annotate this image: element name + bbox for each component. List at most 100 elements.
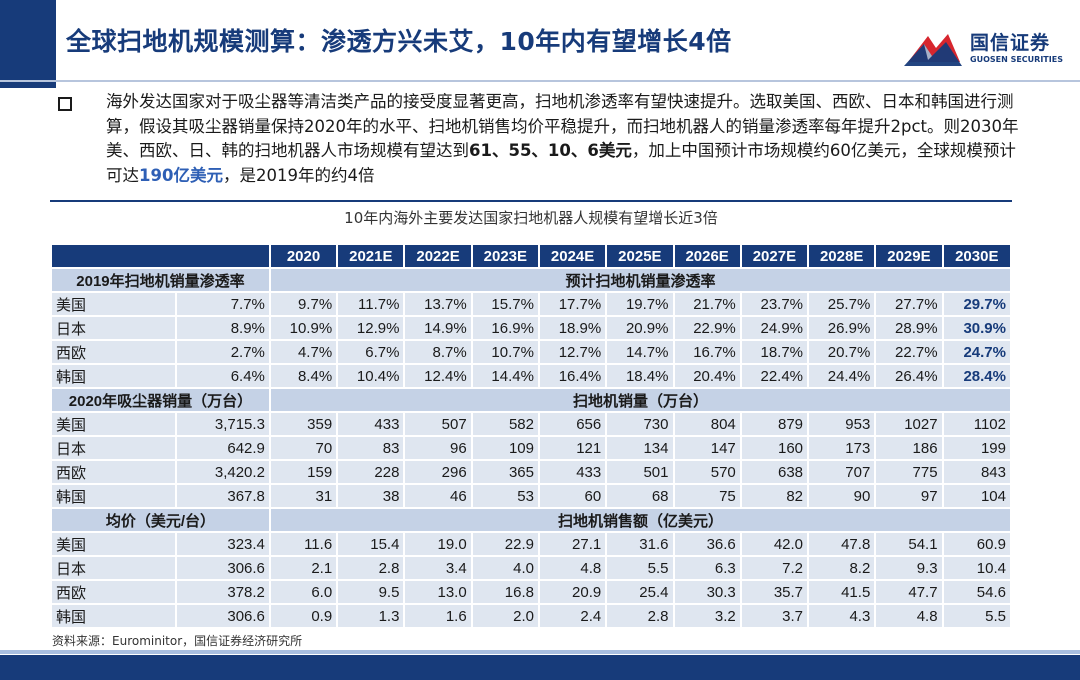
table-cell: 707 [807, 459, 877, 485]
row-label: 韩国 [50, 603, 177, 629]
row-label: 日本 [50, 555, 177, 581]
table-cell: 41.5 [807, 579, 877, 605]
table-cell: 30.3 [672, 579, 742, 605]
year-header: 2022E [403, 243, 473, 269]
table-cell: 19.0 [403, 531, 473, 557]
table-cell: 96 [403, 435, 473, 461]
table-cell: 433 [537, 459, 608, 485]
table-cell: 804 [672, 411, 742, 437]
table-cell: 16.4% [537, 363, 608, 389]
table-cell: 121 [537, 435, 608, 461]
table-cell: 4.8 [537, 555, 608, 581]
table-row: 日本 8.9% 10.9% 12.9% 14.9% 16.9% 18.9% 20.9% 22.9… [50, 315, 1013, 341]
table-cell: 24.4% [807, 363, 877, 389]
table-cell: 775 [874, 459, 944, 485]
table-cell: 134 [605, 435, 675, 461]
table-cell: 20.9% [605, 315, 675, 341]
year-header: 2030E [941, 243, 1013, 269]
table-cell: 3.2 [672, 603, 742, 629]
table-cell: 83 [336, 435, 406, 461]
table-cell: 9.7% [268, 291, 339, 317]
logo-name-cn: 国信证券 [970, 32, 1051, 54]
summary-highlight-1: 61、55、10、6美元 [469, 141, 632, 160]
market-size-table: 2020 2021E 2022E 2023E 2024E 2025E 2026E… [50, 243, 1013, 629]
table-cell: 25.7% [807, 291, 877, 317]
bullet-square-icon [58, 97, 72, 111]
table-cell: 10.9% [268, 315, 339, 341]
table-cell: 16.9% [470, 315, 540, 341]
table-cell: 23.7% [739, 291, 810, 317]
table-cell: 6.7% [336, 339, 406, 365]
row-label: 韩国 [50, 363, 177, 389]
table-cell: 0.9 [268, 603, 339, 629]
table-cell: 199 [941, 435, 1013, 461]
table-cell: 20.4% [672, 363, 742, 389]
row-base-value: 7.7% [174, 291, 271, 317]
table-row: 美国 323.4 11.6 15.4 19.0 22.9 27.1 31.6 36.6 42.0 4… [50, 531, 1013, 557]
section-right-header: 扫地机销售额（亿美元） [268, 507, 1013, 533]
table-row: 韩国 306.6 0.9 1.3 1.6 2.0 2.4 2.8 3.2 3.7 4.3 4.8 5.5 [50, 603, 1013, 629]
table-cell: 1027 [874, 411, 944, 437]
table-cell: 2.0 [470, 603, 540, 629]
table-cell: 11.7% [336, 291, 406, 317]
table-cell: 28.9% [874, 315, 944, 341]
table-cell: 20.7% [807, 339, 877, 365]
table-cell: 31.6 [605, 531, 675, 557]
row-base-value: 367.8 [174, 483, 271, 509]
table-cell: 38 [336, 483, 406, 509]
table-cell: 15.4 [336, 531, 406, 557]
table-cell: 1.3 [336, 603, 406, 629]
table-cell: 4.0 [470, 555, 540, 581]
table-cell: 2.8 [336, 555, 406, 581]
year-header: 2027E [739, 243, 810, 269]
table-cell: 42.0 [739, 531, 810, 557]
table-cell: 13.7% [403, 291, 473, 317]
table-cell: 16.7% [672, 339, 742, 365]
table-cell: 19.7% [605, 291, 675, 317]
table-cell: 24.7% [941, 339, 1013, 365]
table-cell: 27.1 [537, 531, 608, 557]
row-label: 美国 [50, 531, 177, 557]
table-cell: 10.4 [941, 555, 1013, 581]
year-header: 2029E [874, 243, 944, 269]
table-cell: 10.4% [336, 363, 406, 389]
page-title: 全球扫地机规模测算：渗透方兴未艾，10年内有望增长4倍 [66, 27, 732, 56]
table-row: 韩国 367.8 31 38 46 53 60 68 75 82 90 97 104 [50, 483, 1013, 509]
table-cell: 9.3 [874, 555, 944, 581]
table-cell: 46 [403, 483, 473, 509]
section-right-header: 扫地机销量（万台） [268, 387, 1013, 413]
table-cell: 10.7% [470, 339, 540, 365]
table-cell: 296 [403, 459, 473, 485]
logo-name-en: GUOSEN SECURITIES [970, 55, 1063, 64]
row-base-value: 306.6 [174, 555, 271, 581]
table-cell: 638 [739, 459, 810, 485]
table-cell: 82 [739, 483, 810, 509]
table-cell: 22.9 [470, 531, 540, 557]
table-cell: 12.7% [537, 339, 608, 365]
table-cell: 173 [807, 435, 877, 461]
table-cell: 8.2 [807, 555, 877, 581]
table-cell: 147 [672, 435, 742, 461]
section-header-row: 2020年吸尘器销量（万台） 扫地机销量（万台） [50, 387, 1013, 413]
table-cell: 31 [268, 483, 339, 509]
table-cell: 97 [874, 483, 944, 509]
table-cell: 28.4% [941, 363, 1013, 389]
row-label: 西欧 [50, 459, 177, 485]
section-left-header: 均价（美元/台） [50, 507, 271, 533]
footer-accent-line [0, 650, 1080, 654]
table-cell: 68 [605, 483, 675, 509]
table-cell: 13.0 [403, 579, 473, 605]
table-cell: 433 [336, 411, 406, 437]
table-cell: 12.9% [336, 315, 406, 341]
table-cell: 36.6 [672, 531, 742, 557]
table-cell: 582 [470, 411, 540, 437]
year-header: 2025E [605, 243, 675, 269]
table-cell: 7.2 [739, 555, 810, 581]
table-top-rule [50, 200, 1012, 202]
row-base-value: 2.7% [174, 339, 271, 365]
table-cell: 21.7% [672, 291, 742, 317]
row-base-value: 8.9% [174, 315, 271, 341]
section-header-row: 2019年扫地机销量渗透率 预计扫地机销量渗透率 [50, 267, 1013, 293]
table-cell: 6.3 [672, 555, 742, 581]
footer-bar [0, 655, 1080, 680]
